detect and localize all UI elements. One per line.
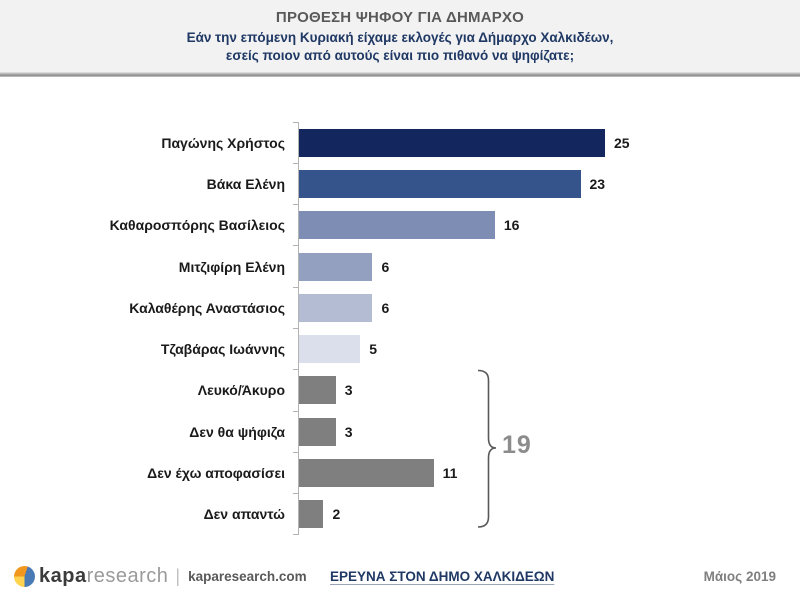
bar [299, 169, 581, 198]
group-total-label: 19 [502, 431, 532, 459]
bar-row: Παγώνης Χρήστος 25 [0, 121, 800, 164]
bar [299, 459, 434, 488]
bar-value-label: 11 [442, 465, 458, 482]
bar-value-label: 5 [369, 341, 377, 358]
bar-category-label: Δεν θα ψήφιζα [189, 423, 285, 440]
bar-category-label: Καθαροσπόρης Βασίλειος [109, 217, 285, 234]
bar-row: Δεν έχω αποφασίσει 11 [0, 451, 800, 494]
logo-text-primary: kapa [39, 565, 87, 587]
bar-value-label: 25 [614, 134, 630, 151]
bar-track: 3 [293, 410, 800, 453]
bar [299, 293, 373, 322]
chart-subtitle-line1: Εάν την επόμενη Κυριακή είχαμε εκλογές γ… [186, 30, 614, 45]
bar-track: 23 [293, 162, 800, 205]
bar-track: 16 [293, 204, 800, 246]
bar-value-label: 16 [503, 217, 520, 234]
chart-subtitle-line2: εσείς ποιον από αυτούς είναι πιο πιθανό … [225, 48, 575, 63]
bar-row: Μιτζιφίρη Ελένη 6 [0, 245, 800, 288]
bar-value-label: 3 [344, 423, 353, 440]
survey-title: ΕΡΕΥΝΑ ΣΤΟΝ ΔΗΜΟ ΧΑΛΚΙΔΕΩΝ [330, 569, 555, 584]
bar-track: 5 [293, 327, 800, 370]
bar-value-label: 23 [589, 175, 606, 192]
bar-row: Καλαθέρης Αναστάσιος 6 [0, 286, 800, 329]
bar-row: Δεν θα ψήφιζα 3 [0, 410, 800, 453]
bar-track: 6 [293, 286, 800, 329]
bar-track: 3 [293, 369, 800, 412]
bar-value-label: 6 [381, 258, 390, 275]
bar-track: 2 [293, 493, 800, 536]
kapa-logo-icon [14, 566, 35, 587]
bar-track: 6 [293, 245, 800, 288]
logo-text-secondary: research [86, 565, 169, 587]
bar-row: Τζαβάρας Ιωάννης 5 [0, 327, 800, 370]
bar-rows-container: Παγώνης Χρήστος 25 Βάκα Ελένη 23 Καθαροσπόρη… [0, 121, 800, 536]
bar [299, 335, 361, 364]
date-label: Μάιος 2019 [703, 569, 776, 584]
bar-category-label: Δεν έχω αποφασίσει [147, 465, 285, 482]
header-divider [0, 72, 800, 77]
bar [299, 500, 324, 529]
bar-row: Καθαροσπόρης Βασίλειος 16 [0, 204, 800, 246]
bar-category-label: Μιτζιφίρη Ελένη [178, 258, 285, 275]
chart-title: ΠΡΟΘΕΣΗ ΨΗΦΟΥ ΓΙΑ ΔΗΜΑΡΧΟ [275, 9, 525, 26]
bar-track: 25 [293, 121, 800, 164]
bar-category-label: Λευκό/Άκυρο [197, 382, 285, 399]
bar [299, 211, 495, 240]
bar [299, 128, 605, 157]
bar-category-label: Βάκα Ελένη [206, 175, 285, 192]
bar [299, 252, 373, 281]
bar-category-label: Τζαβάρας Ιωάννης [160, 341, 285, 358]
bar-value-label: 6 [381, 299, 390, 316]
bar-row: Λευκό/Άκυρο 3 [0, 369, 800, 412]
group-bracket [477, 369, 497, 528]
bar-value-label: 2 [332, 506, 341, 523]
logo-separator: | [175, 566, 181, 586]
bar-category-label: Καλαθέρης Αναστάσιος [129, 299, 285, 316]
bar-value-label: 3 [344, 382, 353, 399]
voting-intention-bar-chart: Παγώνης Χρήστος 25 Βάκα Ελένη 23 Καθαροσπόρη… [0, 121, 800, 536]
bar-category-label: Παγώνης Χρήστος [161, 134, 285, 151]
footer: kapa research | kaparesearch.com ΕΡΕΥΝΑ … [0, 554, 800, 596]
chart-header: ΠΡΟΘΕΣΗ ΨΗΦΟΥ ΓΙΑ ΔΗΜΑΡΧΟ Εάν την επόμεν… [0, 0, 800, 72]
bar-row: Βάκα Ελένη 23 [0, 162, 800, 205]
bar [299, 417, 336, 446]
logo-website: kaparesearch.com [188, 569, 307, 584]
bar [299, 376, 336, 405]
bar-category-label: Δεν απαντώ [203, 506, 285, 523]
bar-row: Δεν απαντώ 2 [0, 493, 800, 536]
kapa-research-logo: kapa research | kaparesearch.com [14, 565, 307, 588]
bar-track: 11 [293, 451, 800, 494]
